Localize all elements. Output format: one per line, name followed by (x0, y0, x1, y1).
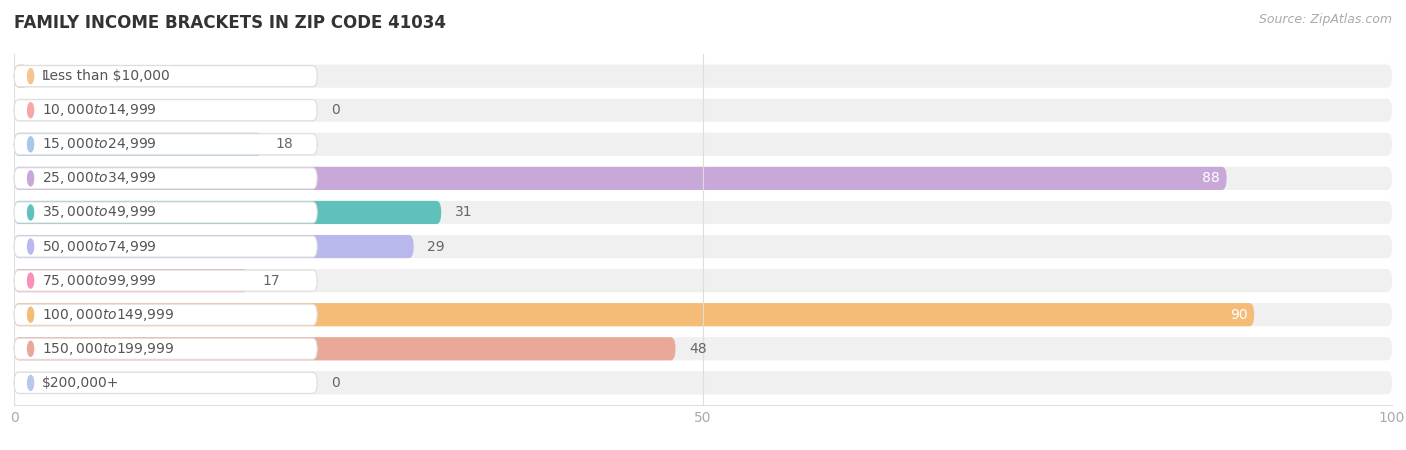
Text: $35,000 to $49,999: $35,000 to $49,999 (42, 204, 156, 220)
FancyBboxPatch shape (14, 167, 1392, 190)
Text: Source: ZipAtlas.com: Source: ZipAtlas.com (1258, 14, 1392, 27)
FancyBboxPatch shape (14, 269, 1392, 292)
Circle shape (28, 171, 34, 186)
Text: 48: 48 (689, 342, 707, 356)
Circle shape (28, 137, 34, 152)
Text: 90: 90 (1230, 308, 1247, 322)
FancyBboxPatch shape (14, 64, 28, 88)
Text: 31: 31 (456, 206, 472, 220)
FancyBboxPatch shape (14, 236, 318, 257)
FancyBboxPatch shape (14, 99, 1392, 122)
FancyBboxPatch shape (14, 64, 1392, 88)
FancyBboxPatch shape (14, 134, 318, 155)
FancyBboxPatch shape (14, 372, 318, 393)
FancyBboxPatch shape (14, 201, 1392, 224)
Text: $25,000 to $34,999: $25,000 to $34,999 (42, 171, 156, 186)
FancyBboxPatch shape (14, 304, 318, 325)
FancyBboxPatch shape (14, 337, 1392, 360)
FancyBboxPatch shape (14, 133, 1392, 156)
FancyBboxPatch shape (14, 269, 249, 292)
FancyBboxPatch shape (14, 371, 1392, 395)
FancyBboxPatch shape (14, 133, 262, 156)
Text: $50,000 to $74,999: $50,000 to $74,999 (42, 238, 156, 255)
FancyBboxPatch shape (14, 167, 1226, 190)
Text: $200,000+: $200,000+ (42, 376, 120, 390)
FancyBboxPatch shape (14, 168, 318, 189)
Text: 29: 29 (427, 239, 446, 253)
Circle shape (28, 205, 34, 220)
Circle shape (28, 375, 34, 390)
FancyBboxPatch shape (14, 66, 318, 87)
Text: $100,000 to $149,999: $100,000 to $149,999 (42, 307, 174, 323)
Circle shape (28, 69, 34, 84)
Text: 0: 0 (330, 376, 340, 390)
Text: 17: 17 (262, 274, 280, 288)
Text: 1: 1 (42, 69, 51, 83)
Circle shape (28, 103, 34, 118)
Text: $15,000 to $24,999: $15,000 to $24,999 (42, 136, 156, 152)
Text: 18: 18 (276, 137, 294, 151)
Circle shape (28, 273, 34, 288)
Text: 0: 0 (330, 103, 340, 117)
FancyBboxPatch shape (14, 303, 1254, 326)
FancyBboxPatch shape (14, 235, 413, 258)
Circle shape (28, 341, 34, 356)
FancyBboxPatch shape (14, 270, 318, 291)
Text: $75,000 to $99,999: $75,000 to $99,999 (42, 273, 156, 288)
Circle shape (28, 239, 34, 254)
FancyBboxPatch shape (14, 303, 1392, 326)
Text: $150,000 to $199,999: $150,000 to $199,999 (42, 341, 174, 357)
Text: Less than $10,000: Less than $10,000 (42, 69, 169, 83)
Text: $10,000 to $14,999: $10,000 to $14,999 (42, 102, 156, 118)
Circle shape (28, 307, 34, 322)
FancyBboxPatch shape (14, 99, 318, 121)
FancyBboxPatch shape (14, 235, 1392, 258)
Text: 88: 88 (1202, 171, 1220, 185)
FancyBboxPatch shape (14, 337, 675, 360)
FancyBboxPatch shape (14, 201, 441, 224)
Text: FAMILY INCOME BRACKETS IN ZIP CODE 41034: FAMILY INCOME BRACKETS IN ZIP CODE 41034 (14, 14, 446, 32)
FancyBboxPatch shape (14, 202, 318, 223)
FancyBboxPatch shape (14, 338, 318, 360)
